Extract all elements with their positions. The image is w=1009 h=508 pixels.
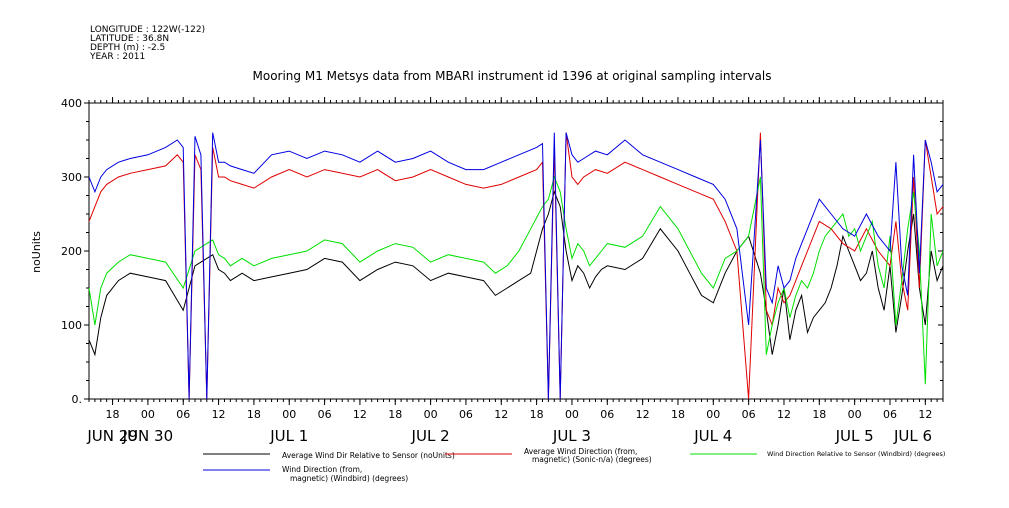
x-tick-label: 18 [106, 408, 120, 421]
x-tick-label: 18 [388, 408, 402, 421]
depth-text: DEPTH (m) : -2.5 [90, 43, 165, 53]
x-tick-label: 18 [671, 408, 685, 421]
x-tick-label: 12 [494, 408, 508, 421]
metadata-header: LONGITUDE : 122W(-122) LATITUDE : 36.8N … [89, 25, 205, 62]
x-tick-label: 06 [459, 408, 473, 421]
latitude-text: LATITUDE : 36.8N [90, 34, 169, 44]
x-day-label: JUL 2 [411, 427, 450, 445]
x-tick-label: 18 [247, 408, 261, 421]
y-tick-label: 100 [61, 319, 82, 332]
x-tick-label: 06 [742, 408, 756, 421]
y-tick-label: 0. [72, 393, 83, 406]
legend-label-1: Average Wind Dir Relative to Sensor (noU… [282, 451, 455, 460]
x-tick-label: 00 [424, 408, 438, 421]
x-tick-label: 06 [883, 408, 897, 421]
x-day-label: JUL 4 [693, 427, 732, 445]
x-day-label: JUL 1 [269, 427, 308, 445]
x-tick-label: 12 [918, 408, 932, 421]
x-tick-label: 06 [600, 408, 614, 421]
series-line-3 [88, 175, 944, 385]
legend-label-2: Average Wind Direction (from, [524, 447, 637, 456]
x-tick-label: 00 [565, 408, 579, 421]
series-line-4 [88, 132, 944, 400]
x-tick-label: 18 [530, 408, 544, 421]
x-tick-label: 12 [353, 408, 367, 421]
series-line-1 [88, 190, 944, 357]
legend-label-3: Wind Direction Relative to Sensor (Windb… [767, 450, 945, 458]
longitude-text: LONGITUDE : 122W(-122) [90, 25, 205, 35]
legend-label-4: magnetic) (Windbird) (degrees) [290, 474, 408, 483]
x-tick-label: 00 [706, 408, 720, 421]
x-tick-label: 00 [848, 408, 862, 421]
y-tick-label: 200 [61, 245, 82, 258]
series-layer [88, 132, 944, 400]
x-day-label: JUL 3 [552, 427, 591, 445]
y-axis: 0. 100 200 300 400 [61, 97, 943, 406]
x-tick-label: 06 [318, 408, 332, 421]
x-tick-label: 00 [141, 408, 155, 421]
x-tick-label: 12 [212, 408, 226, 421]
y-tick-label: 300 [61, 171, 82, 184]
legend-label-4: Wind Direction (from, [282, 465, 362, 474]
y-axis-label: noUnits [30, 231, 43, 273]
x-day-label: JUL 5 [835, 427, 874, 445]
chart-title: Mooring M1 Metsys data from MBARI instru… [253, 69, 772, 83]
y-tick-label: 400 [61, 97, 82, 110]
x-day-label: JUL 6 [893, 427, 932, 445]
x-tick-label: 18 [812, 408, 826, 421]
x-tick-label: 12 [636, 408, 650, 421]
x-day-label: JUN 30 [122, 427, 173, 445]
year-text: YEAR : 2011 [89, 52, 145, 62]
x-day-label: JUN 29 [86, 427, 137, 445]
x-tick-label: 12 [777, 408, 791, 421]
x-tick-label: 00 [282, 408, 296, 421]
x-axis: 18 00 06 12 18 00 06 12 18 00 06 12 18 00 06 12 18 00 06 12… [86, 97, 944, 445]
legend: Average Wind Dir Relative to Sensor (noU… [203, 447, 945, 483]
legend-label-2: magnetic) (Sonic-n/a) (degrees) [532, 455, 652, 464]
x-tick-label: 06 [176, 408, 190, 421]
